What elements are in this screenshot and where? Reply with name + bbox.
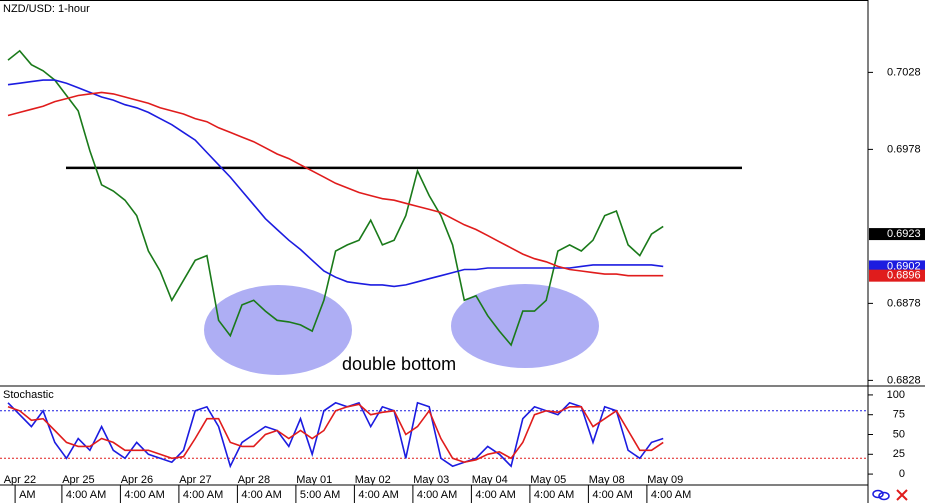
label-bg bbox=[60, 474, 101, 485]
x-time-label: 4:00 AM bbox=[241, 489, 281, 501]
label-bg bbox=[469, 474, 510, 485]
indicator-title: Stochastic bbox=[3, 389, 54, 401]
x-tick-label: May 04 bbox=[472, 474, 508, 486]
x-tick-label: Apr 25 bbox=[62, 474, 94, 486]
x-time-label: 4:00 AM bbox=[183, 489, 223, 501]
y-tick-label: 100 bbox=[887, 389, 905, 401]
series-line bbox=[7, 403, 664, 464]
x-tick-label: May 01 bbox=[296, 474, 332, 486]
y-tick-label: 75 bbox=[893, 409, 905, 421]
x-time-label: 4:00 AM bbox=[592, 489, 632, 501]
y-tick-label: 0.6878 bbox=[887, 297, 921, 309]
x-time-label: 4:00 AM bbox=[124, 489, 164, 501]
price-marker bbox=[869, 228, 925, 241]
y-tick-label: 0.6828 bbox=[887, 374, 921, 386]
y-tick-label: 25 bbox=[893, 448, 905, 460]
label-bg bbox=[1, 474, 42, 485]
x-tick-label: Apr 28 bbox=[238, 474, 270, 486]
close-icon[interactable] bbox=[896, 489, 908, 501]
label-bg bbox=[118, 474, 159, 485]
label-bg bbox=[411, 474, 452, 485]
highlight-ellipse bbox=[451, 284, 599, 368]
toolbar-icons[interactable] bbox=[872, 489, 908, 501]
label-bg bbox=[235, 474, 276, 485]
title-box bbox=[1, 388, 57, 402]
series-line bbox=[7, 79, 664, 288]
label-bg bbox=[294, 474, 335, 485]
x-tick-label: Apr 27 bbox=[179, 474, 211, 486]
price-marker-label: 0.6896 bbox=[887, 270, 921, 282]
plot: 0.7028 0.6978 0.6878 0.6828 0.6923 0.69020.68… bbox=[0, 49, 925, 503]
x-tick-label: May 08 bbox=[589, 474, 625, 486]
x-tick-label: Apr 26 bbox=[121, 474, 153, 486]
y-tick-label: 0.7028 bbox=[887, 66, 921, 78]
annotation: double bottom bbox=[342, 354, 456, 374]
label-bg bbox=[586, 474, 627, 485]
link-icon[interactable] bbox=[878, 491, 890, 501]
x-time-label: 4:00 AM bbox=[66, 489, 106, 501]
x-time-label: AM bbox=[19, 489, 35, 501]
link-icon[interactable] bbox=[872, 489, 884, 499]
series-line bbox=[7, 91, 664, 277]
x-time-label: 5:00 AM bbox=[300, 489, 340, 501]
x-tick-label: May 03 bbox=[413, 474, 449, 486]
x-tick-label: May 02 bbox=[355, 474, 391, 486]
x-time-label: 4:00 AM bbox=[475, 489, 515, 501]
y-tick-label: 50 bbox=[893, 428, 905, 440]
series-line bbox=[7, 401, 664, 469]
x-time-label: 4:00 AM bbox=[534, 489, 574, 501]
price-marker bbox=[869, 260, 925, 273]
x-tick-label: Apr 22 bbox=[4, 474, 36, 486]
x-time-label: 4:00 AM bbox=[358, 489, 398, 501]
label-bg bbox=[528, 474, 569, 485]
label-bg bbox=[645, 474, 686, 485]
price-marker-label: 0.6902 bbox=[887, 260, 921, 272]
price-marker-label: 0.6923 bbox=[887, 228, 921, 240]
x-tick-label: May 05 bbox=[530, 474, 566, 486]
title-box bbox=[1, 1, 99, 16]
y-tick-label: 0.6978 bbox=[887, 143, 921, 155]
price-marker bbox=[869, 269, 925, 282]
x-time-label: 4:00 AM bbox=[651, 489, 691, 501]
x-time-label: 4:00 AM bbox=[417, 489, 457, 501]
label-bg bbox=[352, 474, 393, 485]
chart-title: NZD/USD: 1-hour bbox=[3, 3, 90, 15]
y-tick-label: 0 bbox=[899, 468, 905, 480]
label-bg bbox=[177, 474, 218, 485]
x-tick-label: May 09 bbox=[647, 474, 683, 486]
